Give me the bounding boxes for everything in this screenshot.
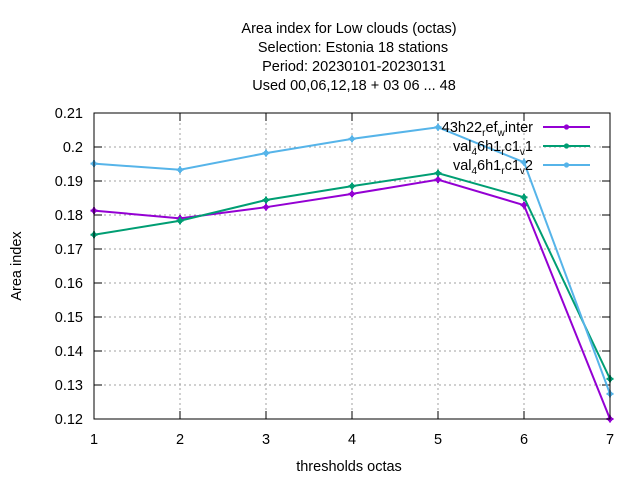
data-point xyxy=(349,183,355,189)
data-point xyxy=(435,170,441,176)
x-tick-label: 1 xyxy=(90,432,98,448)
data-point xyxy=(349,136,355,142)
grid xyxy=(94,113,610,419)
x-tick-label: 7 xyxy=(606,432,614,448)
legend-label: 43h22refwinter xyxy=(442,120,533,139)
title-line-1: Area index for Low clouds (octas) xyxy=(241,21,456,37)
data-point xyxy=(521,202,527,208)
legend-label: val46h1rc1v1 xyxy=(453,139,533,158)
y-tick-label: 0.12 xyxy=(55,412,83,428)
legend-entry-3: val46h1rc1v2 xyxy=(453,158,590,177)
title-line-2: Selection: Estonia 18 stations xyxy=(258,40,448,56)
data-point xyxy=(177,167,183,173)
legend-entry-2: val46h1rc1v1 xyxy=(453,139,590,158)
legend-entry-1: 43h22refwinter xyxy=(442,120,590,139)
y-tick-label: 0.21 xyxy=(55,106,83,122)
data-point xyxy=(263,204,269,210)
x-axis-tick-labels: 1 2 3 4 5 6 7 xyxy=(90,432,614,448)
title-line-3: Period: 20230101-20230131 xyxy=(262,59,446,75)
y-tick-label: 0.14 xyxy=(55,344,83,360)
data-point xyxy=(349,191,355,197)
data-point xyxy=(521,159,527,165)
data-point xyxy=(263,197,269,203)
legend-swatch-point xyxy=(563,162,570,168)
y-tick-label: 0.2 xyxy=(63,140,83,156)
x-tick-label: 4 xyxy=(348,432,356,448)
y-tick-label: 0.15 xyxy=(55,310,83,326)
y-tick-label: 0.13 xyxy=(55,378,83,394)
x-tick-label: 3 xyxy=(262,432,270,448)
y-axis-tick-labels: 0.12 0.13 0.14 0.15 0.16 0.17 0.18 0.19 0.2 0.21 xyxy=(55,106,83,428)
axis-ticks xyxy=(93,112,611,420)
series-2 xyxy=(90,169,614,383)
y-tick-label: 0.18 xyxy=(55,208,83,224)
y-tick-label: 0.17 xyxy=(55,242,83,258)
y-tick-label: 0.16 xyxy=(55,276,83,292)
chart-title: Area index for Low clouds (octas) Select… xyxy=(241,21,456,94)
legend-swatch-point xyxy=(563,124,570,130)
y-axis-label: Area index xyxy=(9,231,25,301)
x-axis-label: thresholds octas xyxy=(296,459,402,475)
data-point xyxy=(177,218,183,224)
x-tick-label: 5 xyxy=(434,432,442,448)
x-tick-label: 2 xyxy=(176,432,184,448)
y-tick-label: 0.19 xyxy=(55,174,83,190)
x-tick-label: 6 xyxy=(520,432,528,448)
data-point xyxy=(263,150,269,156)
legend-swatch-point xyxy=(563,143,570,149)
title-line-4: Used 00,06,12,18 + 03 06 ... 48 xyxy=(252,78,456,94)
data-point xyxy=(435,177,441,183)
data-point xyxy=(435,124,441,130)
data-point xyxy=(521,194,527,200)
plot-frame xyxy=(93,112,611,420)
legend-label: val46h1rc1v2 xyxy=(453,158,533,177)
